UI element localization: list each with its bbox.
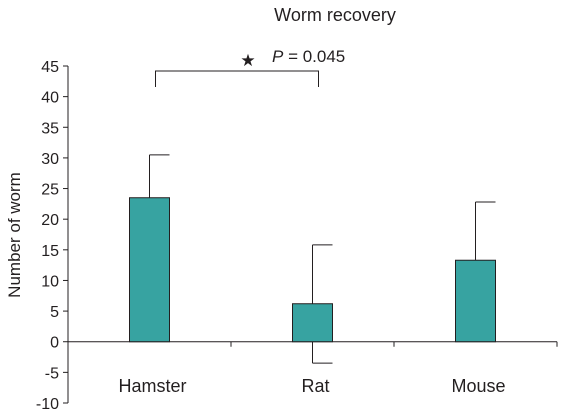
category-label-hamster: Hamster [118,376,186,396]
p-value-text: = 0.045 [283,47,345,66]
bar-hamster [129,197,170,343]
p-value-label: P = 0.045 [272,47,345,66]
y-tick-label: 30 [41,151,59,168]
significance-bracket [155,70,319,87]
y-axis-label: Number of worm [5,172,24,298]
y-tick-label: 15 [41,243,59,260]
y-tick-label: 25 [41,182,59,199]
bar-rat [292,303,333,343]
y-tick-label: 45 [41,59,59,76]
y-tick-label: 5 [50,304,59,321]
y-tick-label: -10 [36,396,59,413]
category-label-rat: Rat [301,376,329,396]
y-tick-label: 35 [41,120,59,137]
plot-area: 45 40 35 30 25 20 15 10 5 0 -5 -10 Hamster Rat Mouse [36,59,558,413]
p-symbol: P [272,47,284,66]
y-tick-label: 40 [41,90,59,107]
category-label-mouse: Mouse [451,376,505,396]
y-tick-label: 0 [50,335,59,352]
chart-title: Worm recovery [274,5,396,25]
bar-mouse [455,259,496,343]
y-tick-label: -5 [45,365,59,382]
y-tick-label: 10 [41,273,59,290]
significance-annotation: ★ P = 0.045 [155,47,345,87]
significance-star: ★ [240,51,255,70]
y-tick-label: 20 [41,212,59,229]
